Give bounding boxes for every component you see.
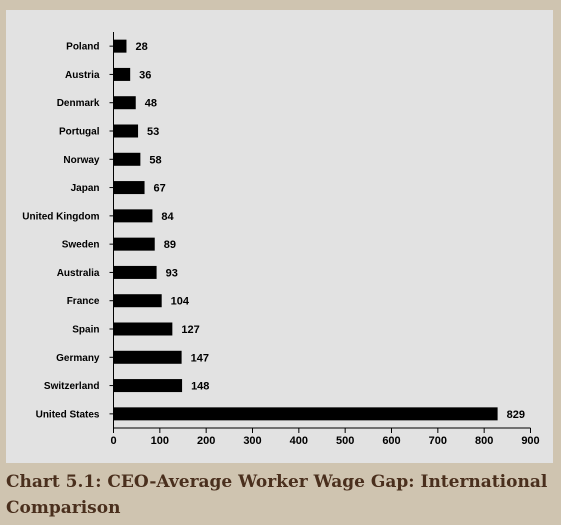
x-tick-label: 800	[475, 435, 493, 447]
value-label: 93	[166, 267, 178, 279]
category-label: Denmark	[57, 98, 100, 109]
bar	[113, 350, 182, 364]
category-label: Austria	[65, 70, 100, 81]
x-tick-label: 500	[336, 435, 354, 447]
bar	[113, 322, 173, 336]
x-tick-label: 200	[197, 435, 215, 447]
category-label: Japan	[71, 183, 100, 194]
x-tick-label: 400	[290, 435, 308, 447]
value-label: 829	[507, 409, 525, 421]
value-label: 28	[135, 41, 147, 53]
value-label: 67	[154, 183, 166, 195]
value-label: 48	[145, 98, 157, 110]
bar	[113, 379, 183, 393]
x-tick-label: 600	[382, 435, 400, 447]
category-label: Switzerland	[44, 381, 100, 392]
category-label: Poland	[66, 42, 99, 53]
value-label: 147	[191, 352, 209, 364]
value-label: 58	[149, 154, 161, 166]
bar	[113, 152, 141, 166]
value-label: 84	[161, 211, 174, 223]
x-tick-label: 700	[429, 435, 447, 447]
chart-caption: Chart 5.1: CEO-Average Worker Wage Gap: …	[6, 472, 548, 518]
category-label: Australia	[57, 268, 100, 279]
category-label: Norway	[63, 155, 100, 166]
value-label: 104	[171, 296, 190, 308]
x-tick-label: 100	[151, 435, 169, 447]
bar	[113, 124, 139, 138]
bar	[113, 407, 498, 421]
bar	[113, 209, 153, 223]
category-label: United States	[36, 409, 100, 420]
category-label: France	[67, 296, 100, 307]
bar	[113, 237, 155, 251]
category-label: Portugal	[59, 127, 100, 138]
x-tick-label: 900	[521, 435, 539, 447]
category-label: Sweden	[62, 240, 100, 251]
bar	[113, 96, 136, 110]
x-tick-label: 0	[110, 435, 116, 447]
chart-panel: Poland 28 Austria 36 Denmark 48 Portugal 53 Norw…	[6, 10, 553, 463]
bar	[113, 265, 157, 279]
category-label: United Kingdom	[22, 211, 99, 222]
bar	[113, 294, 162, 308]
bar	[113, 39, 127, 53]
value-label: 127	[181, 324, 199, 336]
category-label: Spain	[72, 325, 99, 336]
bar-chart: Poland 28 Austria 36 Denmark 48 Portugal 53 Norw…	[22, 32, 540, 447]
category-label: Germany	[56, 353, 100, 364]
value-label: 148	[191, 381, 209, 393]
value-label: 36	[139, 69, 151, 81]
bar	[113, 67, 131, 81]
value-label: 89	[164, 239, 176, 251]
value-label: 53	[147, 126, 159, 138]
x-tick-label: 300	[243, 435, 261, 447]
bar	[113, 181, 145, 195]
